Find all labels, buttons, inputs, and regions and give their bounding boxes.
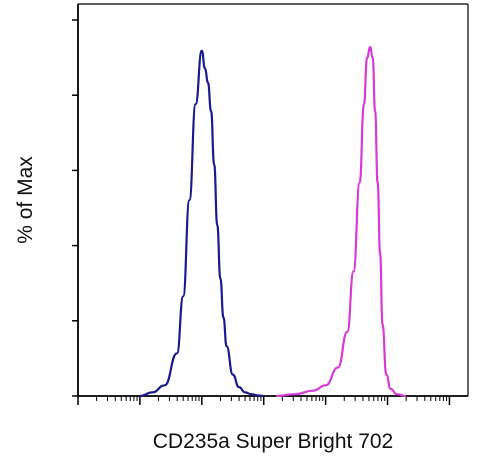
axes <box>72 3 469 405</box>
y-axis-label: % of Max <box>14 156 37 244</box>
histogram-series-2 <box>276 46 407 398</box>
x-ticks <box>77 396 451 405</box>
series-layer <box>139 46 407 398</box>
x-axis-label: CD235a Super Bright 702 <box>153 430 394 453</box>
histogram-series-1 <box>139 49 264 398</box>
y-ticks <box>72 19 78 397</box>
